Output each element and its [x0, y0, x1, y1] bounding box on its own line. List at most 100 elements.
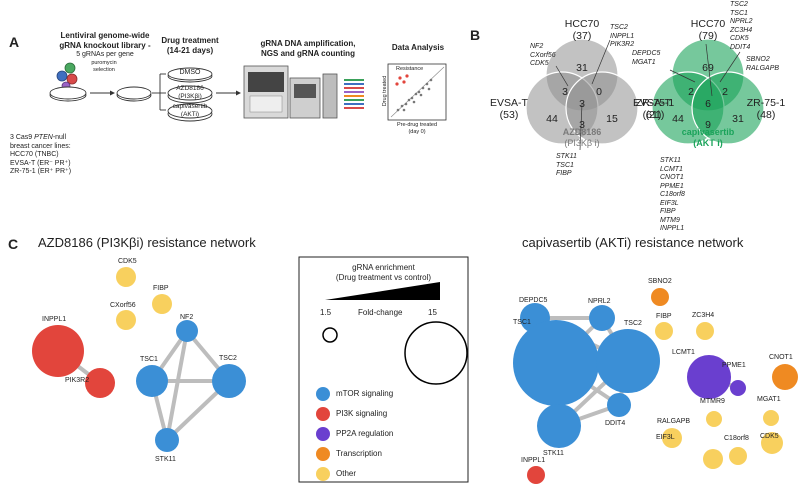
- venn1-num-top-right: 0: [596, 86, 602, 98]
- analysis-scatter-plot: [387, 63, 447, 121]
- venn2-top-label: HCC70 (79): [690, 18, 726, 42]
- venn1-num-top-left: 3: [562, 86, 568, 98]
- venn1-num-top: 31: [576, 62, 588, 74]
- dish-label-capivasertib: capivasertib (AKTi): [172, 103, 208, 118]
- venn2-num-top-right: 2: [722, 86, 728, 98]
- venn2-num-left: 44: [672, 113, 684, 125]
- node-label-ddit4: DDIT4: [605, 420, 626, 427]
- fold-change-wedge: [325, 282, 440, 300]
- node-label-cdk5: CDK5: [760, 433, 779, 440]
- venn1-right-label: ZR-75-1 (21): [635, 97, 675, 121]
- node-label-cnot1: CNOT1: [769, 354, 793, 361]
- sequencer-icon: [243, 65, 338, 119]
- legend-label-mtor: mTOR signaling: [336, 389, 394, 398]
- node-label-c18orf8: C18orf8: [724, 435, 749, 442]
- library-subtitle: 5 gRNAs per gene: [76, 51, 134, 58]
- venn2-right-label: ZR-75-1 (48): [746, 97, 786, 121]
- panel-c-label: C: [8, 236, 19, 252]
- legend-swatch-other: [316, 467, 330, 481]
- node-label-fibp: FIBP: [656, 313, 672, 320]
- node-label-stk11: STK11: [155, 456, 176, 463]
- node-label-sbno2: SBNO2: [648, 278, 672, 285]
- node-label-mgat1: MGAT1: [757, 396, 781, 403]
- legend-label-transcription: Transcription: [336, 449, 382, 458]
- node-label-pik3r2: PIK3R2: [65, 377, 90, 384]
- node-label-depdc5: DEPDC5: [519, 297, 548, 304]
- cell-lines-block: 3 Cas9 PTEN-null breast cancer lines: HC…: [10, 134, 72, 175]
- lentivirus-particles-icon: [56, 62, 78, 91]
- legend-label-pi3k: PI3K signaling: [336, 409, 388, 418]
- venn1-genes-topleft: NF2 CXorf56 CDK5: [530, 43, 556, 67]
- dish-label-dmso: DMSO: [179, 69, 201, 76]
- node-label-eif3l: EIF3L: [656, 434, 675, 441]
- venn2-num-top: 69: [702, 62, 714, 74]
- sequencing-reads-icon: [344, 79, 364, 109]
- left-network-title: AZD8186 (PI3Kβi) resistance network: [38, 235, 256, 250]
- node-label-ppme1: PPME1: [722, 362, 746, 369]
- venn2-num-center: 6: [705, 98, 711, 110]
- fold-change-min-circle: [322, 327, 338, 343]
- venn1-genes-topright: TSC2 INPPL1 PIK3R2: [610, 24, 635, 48]
- venn2-center-name: capivasertib (AKT i): [681, 127, 735, 148]
- right-network-title: capivasertib (AKTi) resistance network: [522, 235, 744, 250]
- puromycin-label: puromycin selection: [91, 60, 117, 73]
- plot-x-label: Pre-drug treated (day 0): [396, 122, 438, 135]
- venn2-num-right: 31: [732, 113, 744, 125]
- legend-fc-label: Fold-change: [358, 308, 403, 317]
- node-label-inppl1: INPPL1: [521, 457, 546, 464]
- venn2-left-label: EVSA-T (61): [633, 97, 671, 121]
- panel-a-label: A: [9, 34, 20, 50]
- node-label-fibp: FIBP: [153, 285, 169, 292]
- venn2-genes-bottom: STK11 LCMT1 CNOT1 PPME1 C18orf8 EIF3L FI…: [660, 157, 685, 232]
- analysis-title: Data Analysis: [391, 43, 445, 52]
- plot-resistance-tag: Resistance: [396, 66, 424, 72]
- venn2-genes-top: TSC2 TSC1 NPRL2 ZC3H4 CDK5 DDIT4: [730, 1, 753, 51]
- legend-title: gRNA enrichment (Drug treatment vs contr…: [335, 263, 432, 282]
- node-label-zc3h4: ZC3H4: [692, 312, 715, 319]
- venn1-center-name: AZD8186 (PI3Kβ i): [562, 127, 602, 148]
- legend-label-pp2a: PP2A regulation: [336, 429, 394, 438]
- fold-change-max-circle: [404, 321, 468, 385]
- node-label-tsc1: TSC1: [140, 356, 158, 363]
- legend-label-other: Other: [336, 469, 357, 478]
- venn2-genes-left: DEPDC5 MGAT1: [632, 50, 661, 66]
- venn1-num-left-right: 3: [579, 119, 585, 131]
- node-label-tsc2: TSC2: [219, 355, 237, 362]
- legend-swatch-mtor: [316, 387, 330, 401]
- drug-dishes: [167, 67, 213, 122]
- venn1-num-center: 3: [579, 98, 585, 110]
- venn-azd8186: [525, 38, 639, 145]
- library-title: Lentiviral genome-wide gRNA knockout lib…: [59, 31, 151, 50]
- venn-capivasertib: [651, 38, 765, 145]
- node-label-ralgapb: RALGAPB: [657, 418, 691, 425]
- dish-label-azd8186: AZD8186 (PI3Kβi): [176, 85, 204, 100]
- node-label-inppl1: INPPL1: [42, 316, 67, 323]
- legend-box: [298, 256, 469, 483]
- node-label-tsc1: TSC1: [513, 319, 531, 326]
- left-network-nodes: [32, 267, 246, 452]
- venn2-num-left-right: 9: [705, 119, 711, 131]
- legend-swatch-pp2a: [316, 427, 330, 441]
- venn1-num-right: 15: [606, 113, 618, 125]
- node-label-cdk5: CDK5: [118, 258, 137, 265]
- venn1-left-label: EVSA-T (53): [490, 97, 528, 121]
- panel-b-label: B: [470, 27, 481, 43]
- venn1-top-label: HCC70 (37): [564, 18, 600, 42]
- legend-swatch-pi3k: [316, 407, 330, 421]
- right-network-nodes: [513, 288, 798, 484]
- node-label-nprl2: NPRL2: [588, 298, 611, 305]
- venn2-num-top-left: 2: [688, 86, 694, 98]
- venn2-genes-right: SBNO2 RALGAPB: [746, 56, 780, 72]
- node-label-cxorf56: CXorf56: [110, 302, 136, 309]
- venn1-num-left: 44: [546, 113, 558, 125]
- node-label-mtmr9: MTMR9: [700, 398, 725, 405]
- legend-swatch-transcription: [316, 447, 330, 461]
- node-label-lcmt1: LCMT1: [672, 349, 695, 356]
- node-label-nf2: NF2: [180, 314, 194, 321]
- legend-fc-min: 1.5: [320, 308, 332, 317]
- drug-treatment-title: Drug treatment (14-21 days): [161, 36, 219, 55]
- legend-fc-max: 15: [428, 308, 437, 317]
